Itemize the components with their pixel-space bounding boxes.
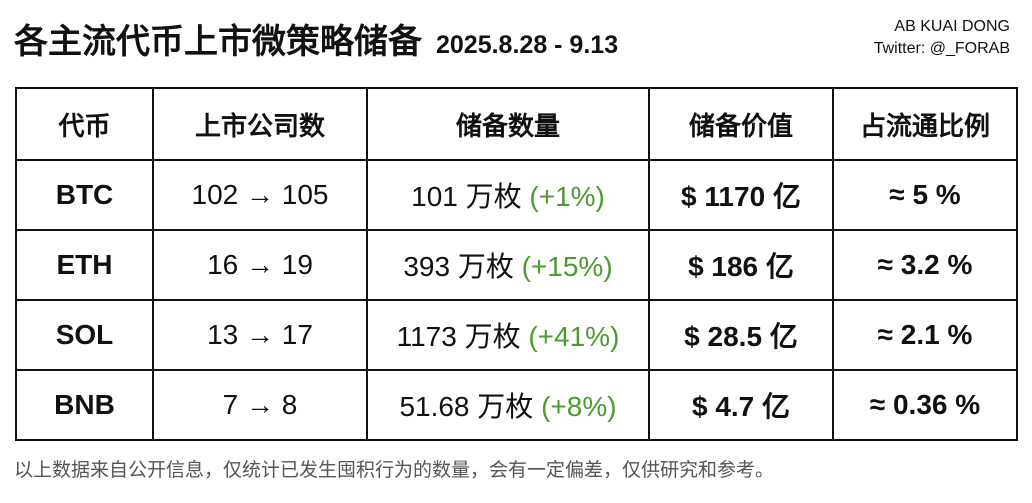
change-percent: (+41%): [528, 321, 620, 352]
title-text: 各主流代币上市微策略储备: [14, 22, 422, 62]
share-cell: ≈ 3.2 %: [832, 229, 1018, 301]
companies-cell: 7 → 8: [152, 369, 368, 441]
change-percent: (+1%): [529, 181, 605, 212]
amount-cell: 101 万枚 (+1%): [366, 159, 650, 231]
page-title: 各主流代币上市微策略储备 2025.8.28 - 9.13: [14, 14, 618, 63]
credit-name: AB KUAI DONG: [894, 18, 1010, 35]
amount-value: 393 万枚: [403, 251, 514, 282]
companies-cell: 102 → 105: [152, 159, 368, 231]
token-cell: BTC: [15, 159, 154, 231]
amount-value: 51.68 万枚: [399, 391, 534, 422]
author-credit: AB KUAI DONG Twitter: @_FORAB: [874, 16, 1010, 60]
share-cell: ≈ 5 %: [832, 159, 1018, 231]
change-percent: (+15%): [521, 251, 613, 282]
value-cell: $ 4.7 亿: [648, 369, 834, 441]
amount-value: 101 万枚: [411, 181, 522, 212]
column-header-amount: 储备数量: [366, 87, 650, 161]
amount-value: 1173 万枚: [396, 321, 521, 352]
column-header-token: 代币: [15, 87, 154, 161]
reserve-table: 代币 上市公司数 储备数量 储备价值 占流通比例 BTC 102 → 105 1…: [15, 87, 1018, 441]
column-header-value: 储备价值: [648, 87, 834, 161]
table-row: BNB 7 → 8 51.68 万枚 (+8%) $ 4.7 亿 ≈ 0.36 …: [15, 369, 1018, 441]
amount-cell: 51.68 万枚 (+8%): [366, 369, 650, 441]
token-cell: ETH: [15, 229, 154, 301]
table-row: ETH 16 → 19 393 万枚 (+15%) $ 186 亿 ≈ 3.2 …: [15, 229, 1018, 301]
table-row: BTC 102 → 105 101 万枚 (+1%) $ 1170 亿 ≈ 5 …: [15, 159, 1018, 231]
column-header-companies: 上市公司数: [152, 87, 368, 161]
value-cell: $ 186 亿: [648, 229, 834, 301]
disclaimer-note: 以上数据来自公开信息，仅统计已发生囤积行为的数量，会有一定偏差，仅供研究和参考。: [14, 459, 775, 481]
amount-cell: 1173 万枚 (+41%): [366, 299, 650, 371]
column-header-share: 占流通比例: [832, 87, 1018, 161]
companies-cell: 13 → 17: [152, 299, 368, 371]
token-cell: SOL: [15, 299, 154, 371]
table-header-row: 代币 上市公司数 储备数量 储备价值 占流通比例: [15, 87, 1018, 161]
token-cell: BNB: [15, 369, 154, 441]
date-range: 2025.8.28 - 9.13: [436, 31, 619, 59]
table-row: SOL 13 → 17 1173 万枚 (+41%) $ 28.5 亿 ≈ 2.…: [15, 299, 1018, 371]
credit-twitter: Twitter: @_FORAB: [873, 40, 1010, 57]
change-percent: (+8%): [541, 391, 617, 422]
value-cell: $ 28.5 亿: [648, 299, 834, 371]
share-cell: ≈ 2.1 %: [832, 299, 1018, 371]
amount-cell: 393 万枚 (+15%): [366, 229, 650, 301]
companies-cell: 16 → 19: [152, 229, 368, 301]
share-cell: ≈ 0.36 %: [832, 369, 1018, 441]
value-cell: $ 1170 亿: [648, 159, 834, 231]
